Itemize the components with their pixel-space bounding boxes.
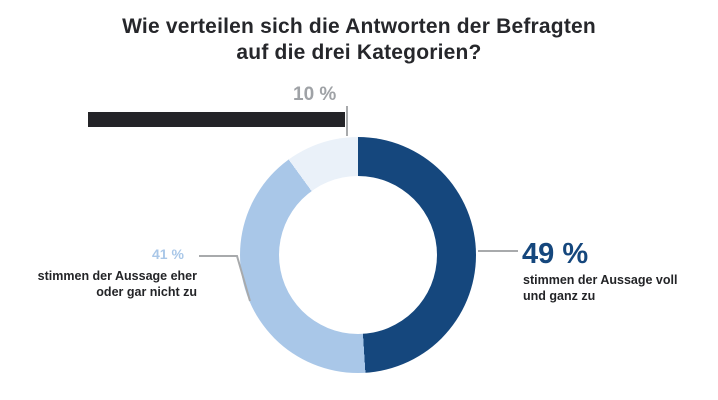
left-slice-percent: 41 % [152,246,184,262]
donut-hole [279,176,437,334]
top-label-redacted-bar [88,112,345,127]
right-label-line-1: stimmen der Aussage voll [523,273,678,287]
donut-chart [240,137,476,373]
right-label-line-2: und ganz zu [523,288,596,303]
right-slice-percent: 49 % [522,238,589,270]
left-label-line-1: stimmen der Aussage eher [37,269,197,283]
leader-line-left [199,255,251,302]
left-label-line-2: oder gar nicht zu [96,285,197,299]
top-slice-percent: 10 % [293,84,337,105]
left-slice-label: stimmen der Aussage eher oder gar nicht … [7,268,197,300]
title-line-1: Wie verteilen sich die Antworten der Bef… [122,15,596,38]
title-line-2: auf die drei Kategorien? [236,41,482,64]
page-title: Wie verteilen sich die Antworten der Bef… [0,14,718,66]
right-slice-label: stimmen der Aussage voll und ganz zu [523,273,693,304]
